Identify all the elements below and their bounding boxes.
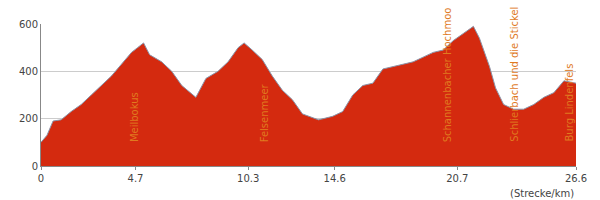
svg-text:200: 200 — [19, 113, 38, 124]
svg-text:Schlierbach und die Stickel: Schlierbach und die Stickel — [509, 7, 520, 142]
svg-text:20.7: 20.7 — [446, 173, 468, 184]
svg-text:0: 0 — [32, 161, 38, 172]
svg-text:14.6: 14.6 — [324, 173, 346, 184]
svg-text:Meilbokus: Meilbokus — [129, 92, 140, 142]
svg-text:(Strecke/km): (Strecke/km) — [510, 188, 574, 199]
svg-text:4.7: 4.7 — [128, 173, 144, 184]
svg-text:600: 600 — [19, 19, 38, 30]
svg-text:0: 0 — [38, 173, 44, 184]
svg-text:Burg Lindenfels: Burg Lindenfels — [564, 64, 575, 142]
svg-text:Schannenbacher Hochmoo: Schannenbacher Hochmoo — [442, 8, 453, 143]
svg-text:10.3: 10.3 — [237, 173, 259, 184]
svg-text:Felsenmeer: Felsenmeer — [259, 83, 270, 142]
svg-text:400: 400 — [19, 66, 38, 77]
svg-text:26.6: 26.6 — [565, 173, 587, 184]
